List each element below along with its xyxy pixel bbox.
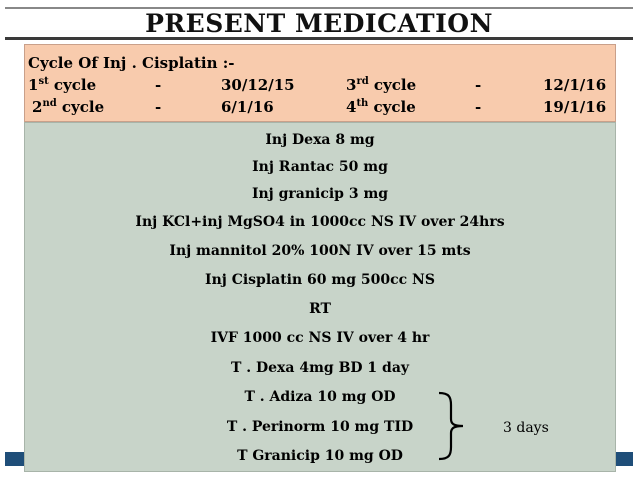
curly-brace-icon bbox=[438, 391, 464, 461]
medication-item: Inj KCl+inj MgSO4 in 1000cc NS IV over 2… bbox=[135, 214, 505, 230]
medication-item: Inj Cisplatin 60 mg 500cc NS bbox=[205, 272, 435, 288]
cycle-3-label: 3rd cycle bbox=[346, 76, 417, 94]
cycle-4-label: 4th cycle bbox=[346, 98, 416, 116]
cycle-1-date: 30/12/15 bbox=[221, 76, 295, 94]
medication-item: RT bbox=[309, 301, 331, 317]
medication-item: Inj Dexa 8 mg bbox=[265, 132, 375, 148]
medication-item: Inj Rantac 50 mg bbox=[252, 159, 388, 175]
cycle-3-date: 12/1/16 bbox=[543, 76, 607, 94]
cycle-schedule-box: Cycle Of Inj . Cisplatin :- 1st cycle - … bbox=[24, 44, 616, 122]
medication-item: T . Adiza 10 mg OD bbox=[244, 389, 396, 405]
cycle-4-date: 19/1/16 bbox=[543, 98, 607, 116]
cycle-4-dash: - bbox=[475, 98, 482, 116]
medication-item: T Granicip 10 mg OD bbox=[237, 448, 403, 464]
medication-list-box: Inj Dexa 8 mg Inj Rantac 50 mg Inj grani… bbox=[24, 122, 616, 472]
medication-item: Inj granicip 3 mg bbox=[251, 186, 389, 202]
cycle-1-dash: - bbox=[155, 76, 162, 94]
cycle-2-label: 2nd cycle bbox=[32, 98, 105, 116]
medication-item: T . Dexa 4mg BD 1 day bbox=[230, 360, 410, 376]
title-bar: PRESENT MEDICATION bbox=[5, 7, 633, 40]
slide-title: PRESENT MEDICATION bbox=[145, 9, 493, 38]
cycle-2-date: 6/1/16 bbox=[221, 98, 274, 116]
cycle-3-dash: - bbox=[475, 76, 482, 94]
medication-item: IVF 1000 cc NS IV over 4 hr bbox=[210, 330, 430, 346]
duration-note: 3 days bbox=[503, 420, 549, 436]
cycle-1-label: 1st cycle bbox=[28, 76, 97, 94]
medication-item: T . Perinorm 10 mg TID bbox=[226, 419, 414, 435]
medication-item: Inj mannitol 20% 100N IV over 15 mts bbox=[169, 243, 471, 259]
cycle-heading: Cycle Of Inj . Cisplatin :- bbox=[28, 54, 235, 72]
cycle-2-dash: - bbox=[155, 98, 162, 116]
